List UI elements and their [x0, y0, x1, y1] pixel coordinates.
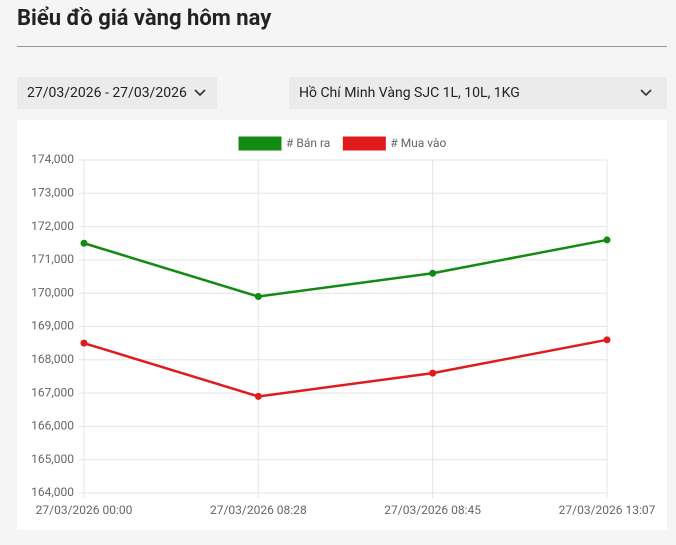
legend-swatch [342, 136, 386, 151]
point [429, 369, 437, 377]
point [254, 392, 262, 400]
y-tick-label: 168,000 [31, 352, 74, 366]
y-tick-label: 170,000 [31, 285, 74, 299]
x-tick-label: 27/03/2026 13:07 [559, 503, 656, 517]
point [80, 339, 88, 347]
divider [17, 46, 667, 47]
y-tick-label: 174,000 [31, 152, 74, 166]
point [603, 236, 611, 244]
y-tick-label: 164,000 [31, 485, 74, 499]
legend-label: # Mua vào [390, 136, 446, 150]
chevron [194, 89, 206, 97]
series-line [83, 238, 608, 298]
point [429, 269, 437, 277]
x-tick-label: 27/03/2026 08:28 [210, 503, 307, 517]
chevron [640, 89, 652, 97]
y-tick-label: 166,000 [31, 419, 74, 433]
page-title: Biểu đồ giá vàng hôm nay [17, 6, 272, 31]
x-tick-label: 27/03/2026 00:00 [36, 503, 133, 517]
point [254, 293, 262, 301]
y-tick-label: 172,000 [31, 219, 74, 233]
chart-panel: 164,000 165,000 166,000 167,000 168,000 169,0… [17, 120, 667, 530]
product-dropdown[interactable]: Hồ Chí Minh Vàng SJC 1L, 10L, 1KG [289, 77, 667, 109]
x-tick-label: 27/03/2026 08:45 [384, 503, 481, 517]
y-tick-label: 165,000 [31, 452, 74, 466]
date-dropdown[interactable]: 27/03/2026 - 27/03/2026 [17, 77, 217, 109]
legend-swatch [238, 136, 282, 151]
point [603, 336, 611, 344]
y-tick-label: 173,000 [31, 185, 74, 199]
y-tick-label: 171,000 [31, 252, 74, 266]
product: Hồ Chí Minh Vàng SJC 1L, 10L, 1KG [299, 85, 520, 101]
y-tick-label: 169,000 [31, 319, 74, 333]
y-tick-label: 167,000 [31, 385, 74, 399]
date-range: 27/03/2026 - 27/03/2026 [27, 85, 187, 101]
series-line [83, 338, 608, 398]
chart: 164,000 165,000 166,000 167,000 168,000 169,0… [31, 136, 656, 517]
legend-label: # Bán ra [286, 136, 330, 150]
point [80, 239, 88, 247]
